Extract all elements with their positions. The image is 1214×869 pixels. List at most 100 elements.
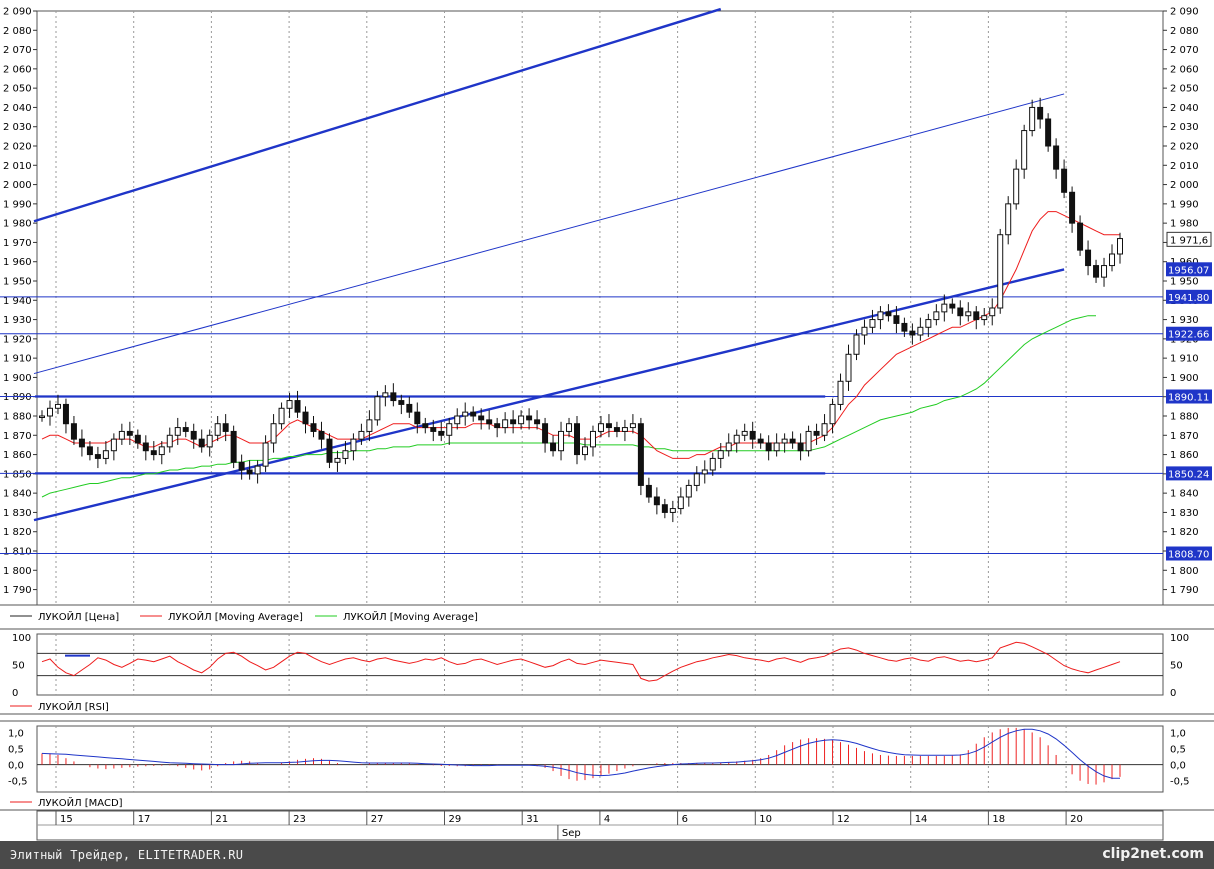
candle-body [1053,145,1060,170]
y-tick-label-left: 2 000 [3,180,32,191]
candle-body [733,434,740,444]
macd-signal-line [41,728,1120,779]
macd-histogram-group [41,727,1121,785]
candles-group [39,97,1123,523]
legend-label: ЛУКОЙЛ [Цена] [38,610,119,623]
candle-body [645,484,652,498]
candle-body [198,438,205,448]
clip2net-logo: clip2net.com [1102,846,1204,862]
moving-average-red-line [41,211,1120,459]
candle-body [597,423,604,432]
candle-body [1069,191,1076,224]
legend-label: ЛУКОЙЛ [Moving Average] [343,610,478,623]
candle-body [789,438,796,444]
candle-body [693,473,700,486]
candle-body [581,446,588,456]
y-tick-label-right: 1 790 [1170,585,1199,596]
y-tick-label-left: 1 970 [3,238,32,249]
candle-body [206,434,213,448]
candle-body [845,353,852,382]
candle-body [478,415,485,421]
y-tick-label-left: 2 090 [3,7,32,18]
candle-body [893,315,900,324]
month-label: Sep [562,828,581,839]
candle-body [685,484,692,498]
candle-body [134,434,141,444]
level-label-text: 1850.24 [1168,469,1209,480]
candle-body [677,496,684,510]
trend-line [33,268,1065,522]
candle-body [366,419,373,432]
candle-body [781,438,788,444]
rsi-y-tick-right: 100 [1170,633,1189,644]
candle-body [230,430,237,463]
candle-body [190,430,197,440]
candle-body [821,423,828,436]
candle-body [933,311,940,321]
level-label-box [1166,289,1212,304]
y-tick-label-right: 1 990 [1170,199,1199,210]
y-tick-label-left: 2 080 [3,26,32,37]
candle-body [382,392,389,398]
candle-body [398,400,405,405]
candle-body [925,319,932,328]
candle-body [1101,265,1108,278]
legend-label: ЛУКОЙЛ [RSI] [38,700,109,713]
moving-average-green-line [41,315,1096,498]
candle-body [1021,130,1028,170]
y-tick-label-right: 2 060 [1170,64,1199,75]
y-tick-label-left: 1 900 [3,373,32,384]
candle-body [917,326,924,336]
candle-body [717,450,724,459]
candle-body [973,311,980,321]
macd-y-tick-left: 0,0 [8,761,24,772]
candle-body [989,307,996,317]
y-tick-label-left: 1 890 [3,392,32,403]
level-label-box [1166,546,1212,561]
y-tick-label-right: 2 050 [1170,84,1199,95]
candle-body [334,457,341,463]
candle-body [829,403,836,425]
candle-body [949,303,956,309]
candle-body [725,442,732,452]
legend-label: ЛУКОЙЛ [Moving Average] [168,610,303,623]
x-tick-label: 27 [371,814,384,825]
candle-body [62,403,69,425]
candle-body [518,415,525,425]
x-tick-label: 4 [604,814,610,825]
y-tick-label-right: 1 930 [1170,315,1199,326]
candle-body [118,430,125,440]
candle-body [502,419,509,429]
candle-body [126,430,133,436]
macd-y-tick-right: 1,0 [1170,728,1186,739]
macd-y-tick-right: 0,0 [1170,761,1186,772]
candle-body [901,322,908,332]
y-tick-label-right: 2 070 [1170,45,1199,56]
candle-body [550,442,557,452]
level-label-text: 1922.66 [1168,330,1209,341]
candle-body [422,423,429,429]
candle-body [350,438,357,452]
y-tick-label-left: 1 800 [3,566,32,577]
candle-body [78,438,85,448]
rsi-line [41,641,1121,682]
y-tick-label-left: 1 820 [3,527,32,538]
y-tick-label-right: 2 040 [1170,103,1199,114]
y-tick-label-left: 1 910 [3,354,32,365]
candle-body [741,430,748,436]
candle-body [102,450,109,459]
candle-body [430,427,437,432]
candle-body [765,442,772,452]
candle-body [438,430,445,436]
candle-body [278,407,285,425]
trend-line [33,93,1065,375]
y-tick-label-left: 1 850 [3,469,32,480]
candle-body [414,411,421,425]
y-tick-label-right: 1 900 [1170,373,1199,384]
candle-body [1061,168,1068,193]
y-tick-label-right: 2 030 [1170,122,1199,133]
y-tick-label-right: 1 800 [1170,566,1199,577]
candle-body [837,380,844,405]
candle-body [853,334,860,355]
candle-body [637,423,644,486]
